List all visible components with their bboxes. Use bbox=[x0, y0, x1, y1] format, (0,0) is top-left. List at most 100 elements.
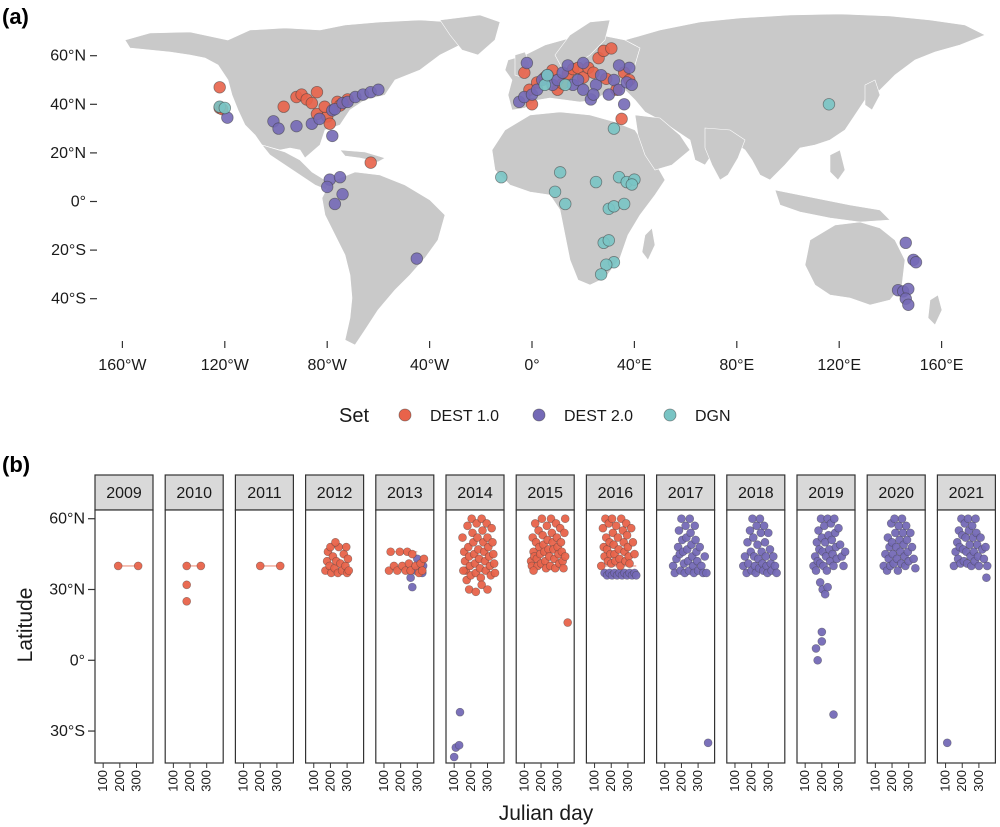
facet-x-tick-label: 200 bbox=[463, 770, 478, 792]
facet-x-tick-label: 300 bbox=[269, 770, 284, 792]
facet-point-dest-1-0 bbox=[463, 521, 472, 531]
x-axis-title-julian-day: Julian day bbox=[499, 802, 594, 825]
facet-2011: 2011 100 200 300 bbox=[234, 474, 294, 792]
facet-strip-label: 2010 bbox=[176, 485, 212, 502]
map-point-dest-1-0 bbox=[213, 81, 226, 94]
facet-y-tick-label: 30°N bbox=[49, 581, 85, 598]
land-masses bbox=[124, 13, 986, 346]
facet-point-dest-1-0 bbox=[529, 566, 538, 575]
facet-point-dest-1-0 bbox=[530, 519, 540, 528]
map-point-dest-2-0 bbox=[587, 88, 600, 101]
facet-x-tick-label: 100 bbox=[165, 770, 180, 792]
facet-point-dest-2-0 bbox=[702, 568, 711, 578]
facet-plot-area bbox=[375, 509, 435, 764]
facet-x-tick-label: 300 bbox=[550, 770, 565, 792]
facet-x-tick-label: 100 bbox=[587, 770, 602, 792]
map-point-dest-1-0 bbox=[277, 100, 290, 113]
facet-2014: 2014 100 200 300 bbox=[445, 474, 505, 792]
map-x-tick-label: 80°W bbox=[308, 357, 348, 374]
facet-y-tick-label: 30°S bbox=[50, 723, 85, 740]
map-point-dest-2-0 bbox=[909, 256, 923, 269]
legend-title: Set bbox=[339, 405, 369, 427]
facet-point-dest-1-0 bbox=[196, 561, 206, 571]
facet-point-dest-1-0 bbox=[613, 533, 623, 542]
facet-point-dest-2-0 bbox=[814, 526, 823, 535]
facet-point-dest-2-0 bbox=[822, 566, 832, 575]
facet-point-dest-2-0 bbox=[894, 521, 904, 531]
facet-point-dest-1-0 bbox=[341, 542, 351, 552]
facet-point-dest-1-0 bbox=[471, 587, 481, 597]
map-point-dest-2-0 bbox=[272, 122, 285, 135]
facet-point-dest-2-0 bbox=[902, 535, 912, 545]
map-y-tick-label: 40°S bbox=[51, 291, 86, 308]
map-y-tick-label: 20°S bbox=[51, 242, 86, 259]
facet-point-dest-2-0 bbox=[971, 514, 980, 524]
facet-point-dest-1-0 bbox=[628, 538, 638, 547]
facet-strip bbox=[655, 474, 716, 511]
facet-point-dest-2-0 bbox=[691, 535, 700, 545]
map-point-dgn bbox=[553, 166, 567, 179]
facet-point-dest-2-0 bbox=[703, 738, 713, 748]
caribbean-islands bbox=[339, 149, 386, 163]
facet-point-dest-2-0 bbox=[753, 540, 762, 549]
facet-point-dest-2-0 bbox=[740, 552, 750, 561]
facet-point-dest-1-0 bbox=[487, 523, 496, 533]
facet-x-tick-label: 300 bbox=[760, 770, 775, 792]
facet-point-dest-1-0 bbox=[473, 533, 482, 542]
map-point-dest-2-0 bbox=[328, 197, 342, 211]
map-x-tick-label: 160°E bbox=[920, 357, 964, 374]
legend: Set DEST 1.0 DEST 2.0 DGN bbox=[339, 405, 731, 427]
facet-point-dest-1-0 bbox=[477, 580, 486, 590]
facet-point-dest-1-0 bbox=[611, 521, 621, 531]
facet-strip bbox=[866, 474, 926, 511]
facet-point-dest-2-0 bbox=[961, 533, 970, 542]
facet-point-dest-2-0 bbox=[674, 526, 684, 535]
map-y-tick-label: 40°N bbox=[50, 96, 86, 113]
facet-point-dest-2-0 bbox=[772, 568, 781, 578]
facet-point-dest-1-0 bbox=[542, 521, 552, 531]
facet-point-dest-2-0 bbox=[756, 528, 766, 538]
map-point-dest-2-0 bbox=[607, 73, 621, 87]
facet-x-tick-label: 100 bbox=[938, 770, 953, 792]
facet-x-tick-label: 300 bbox=[620, 770, 635, 792]
facet-2020: 2020 100 200 300 bbox=[866, 474, 926, 792]
map-point-dgn bbox=[218, 101, 232, 115]
facet-point-dest-2-0 bbox=[827, 535, 837, 545]
facet-x-tick-label: 300 bbox=[690, 770, 705, 792]
map-point-dest-1-0 bbox=[615, 112, 628, 126]
facet-point-dest-2-0 bbox=[697, 561, 706, 571]
facet-point-dest-1-0 bbox=[626, 523, 636, 533]
map-point-dest-2-0 bbox=[571, 73, 585, 87]
map-x-tick-label: 40°E bbox=[617, 357, 652, 374]
facet-point-dest-1-0 bbox=[458, 533, 467, 542]
facet-point-dest-1-0 bbox=[630, 549, 639, 559]
facet-point-dest-2-0 bbox=[982, 573, 991, 582]
facet-2018: 2018 100 200 300 bbox=[726, 474, 786, 792]
facet-point-dest-2-0 bbox=[407, 582, 417, 592]
facet-point-dest-2-0 bbox=[690, 521, 700, 531]
facet-point-dest-1-0 bbox=[343, 554, 353, 564]
facet-point-dest-2-0 bbox=[681, 521, 690, 531]
panel-b-label: (b) bbox=[2, 452, 30, 477]
facet-point-dest-2-0 bbox=[449, 752, 459, 762]
map-point-dest-2-0 bbox=[321, 180, 334, 194]
facet-strip-label: 2009 bbox=[106, 485, 142, 502]
facet-x-tick-label: 200 bbox=[112, 770, 127, 792]
map-point-dgn bbox=[548, 185, 562, 198]
facet-point-dest-2-0 bbox=[761, 552, 771, 561]
facet-point-dest-2-0 bbox=[455, 707, 465, 717]
facet-point-dest-2-0 bbox=[768, 552, 778, 561]
map-y-tick-label: 0° bbox=[71, 194, 86, 211]
facet-point-dest-2-0 bbox=[909, 554, 919, 564]
australia-landmass bbox=[804, 221, 906, 306]
facet-point-dest-2-0 bbox=[695, 542, 705, 552]
facet-2012: 2012 100 200 300 bbox=[305, 474, 365, 792]
map-point-dest-2-0 bbox=[612, 59, 626, 72]
map-x-tick-label: 120°E bbox=[817, 357, 861, 374]
facet-point-dest-2-0 bbox=[817, 637, 827, 646]
facet-point-dest-1-0 bbox=[182, 580, 191, 590]
map-point-dest-2-0 bbox=[410, 252, 424, 265]
facet-x-tick-label: 200 bbox=[814, 770, 829, 792]
facet-x-tick-label: 300 bbox=[409, 770, 424, 792]
